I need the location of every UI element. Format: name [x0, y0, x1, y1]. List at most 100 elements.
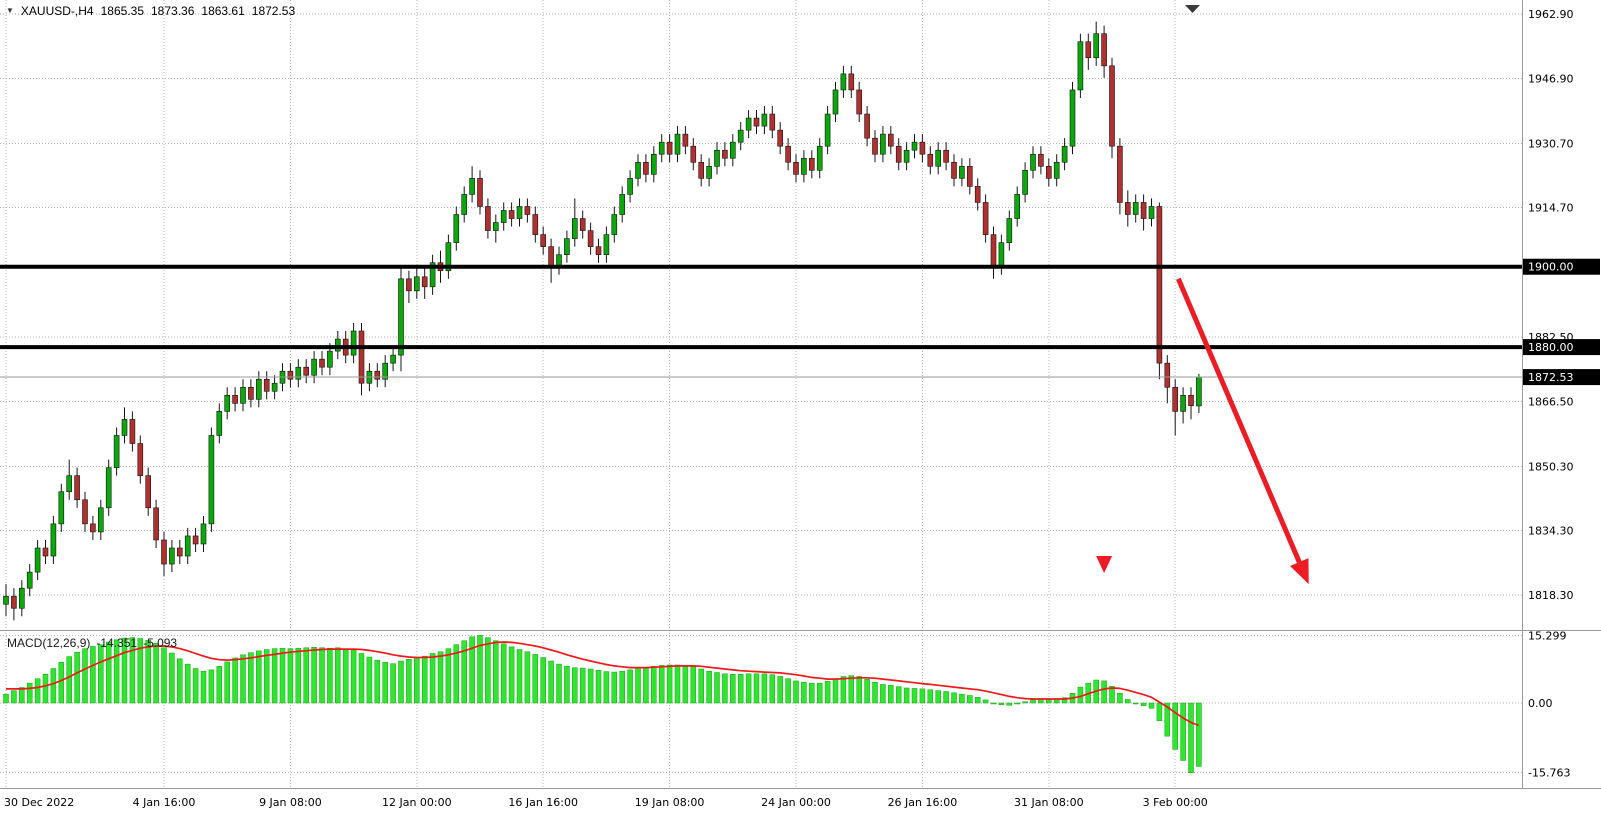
candle-body [943, 149, 949, 163]
chart-shift-marker-icon[interactable] [1185, 5, 1200, 13]
candle-body [1148, 206, 1155, 219]
macd-histogram-bar [1180, 702, 1186, 761]
price-tick-label: 1962.90 [1528, 8, 1574, 21]
candle-body [429, 262, 436, 288]
time-axis-label: 4 Jan 16:00 [133, 796, 196, 809]
candle-body [98, 507, 104, 533]
macd-histogram-bar [263, 649, 270, 704]
candle-body [1085, 41, 1092, 59]
macd-histogram-bar [824, 681, 831, 704]
macd-histogram-bar [888, 685, 894, 704]
price-axis[interactable] [1523, 0, 1601, 788]
macd-histogram-bar [50, 668, 57, 704]
candle-body [145, 475, 151, 509]
time-axis-label: 12 Jan 00:00 [382, 796, 452, 809]
macd-histogram-bar [745, 673, 752, 704]
macd-histogram-bar [785, 678, 791, 704]
candle-body [461, 194, 468, 215]
candle-body [334, 338, 341, 352]
candle-body [508, 210, 515, 219]
macd-histogram-bar [524, 651, 531, 704]
candle-body [611, 214, 618, 235]
macd-histogram-bar [248, 652, 254, 704]
macd-histogram-bar [279, 647, 286, 704]
candle-body [548, 246, 554, 268]
macd-histogram-bar [240, 654, 246, 704]
macd-histogram-bar [674, 664, 681, 704]
price-badge-label: 1872.53 [1528, 371, 1574, 384]
candle-body [469, 178, 475, 195]
candle-body [524, 206, 531, 215]
macd-histogram-bar [651, 666, 657, 704]
candle-body [808, 157, 815, 171]
macd-histogram-bar [848, 675, 855, 704]
macd-histogram-bar [1046, 699, 1052, 704]
macd-histogram-bar [192, 668, 199, 704]
macd-histogram-bar [358, 653, 365, 704]
macd-histogram-bar [34, 678, 41, 704]
macd-histogram-bar [1030, 699, 1036, 704]
candle-body [105, 467, 112, 509]
candle-body [643, 161, 649, 175]
candle-body [587, 230, 594, 247]
time-axis-label: 31 Jan 08:00 [1014, 796, 1084, 809]
candle-body [58, 491, 65, 525]
macd-histogram-bar [1132, 702, 1139, 705]
candle-body [737, 129, 744, 143]
price-tick-label: 1946.90 [1528, 72, 1574, 85]
candle-body [34, 547, 41, 573]
trend-arrow-line[interactable] [1176, 277, 1302, 564]
candle-body [872, 137, 878, 155]
candle-body [1117, 145, 1123, 203]
macd-histogram-bar [1125, 699, 1131, 704]
candle-body [3, 595, 9, 605]
macd-histogram-bar [350, 649, 357, 704]
price-badge-label: 1900.00 [1528, 261, 1574, 274]
macd-histogram-bar [927, 689, 934, 704]
candle-body [184, 535, 191, 557]
candle-body [295, 366, 302, 380]
candle-body [240, 386, 246, 404]
sell-signal-arrow-icon[interactable] [1096, 556, 1113, 574]
macd-histogram-bar [1196, 702, 1202, 767]
macd-histogram-bar [19, 687, 25, 704]
macd-histogram-bar [919, 688, 926, 704]
candle-body [722, 149, 728, 159]
time-axis-label: 3 Feb 00:00 [1143, 796, 1208, 809]
price-tick-label: 1818.30 [1528, 589, 1574, 602]
macd-histogram-bar [1164, 702, 1171, 737]
macd-tick-label: 15.299 [1528, 629, 1567, 642]
time-axis[interactable] [0, 789, 1601, 825]
candle-body [532, 214, 539, 235]
candle-body [824, 113, 831, 147]
macd-histogram-bar [500, 643, 507, 704]
macd-histogram-bar [761, 673, 768, 704]
macd-histogram-bar [872, 681, 878, 704]
candle-body [271, 382, 278, 392]
macd-histogram-bar [390, 663, 396, 704]
macd-histogram-bar [508, 646, 515, 704]
macd-histogram-bar [335, 647, 341, 704]
candle-body [1101, 33, 1107, 67]
macd-histogram-bar [801, 681, 807, 704]
macd-histogram-bar [1117, 693, 1123, 704]
macd-histogram-bar [398, 660, 404, 704]
candle-body [864, 113, 870, 139]
macd-histogram-bar [414, 657, 420, 704]
price-tick-label: 1850.30 [1528, 460, 1574, 473]
candle-body [1196, 376, 1202, 407]
macd-histogram-bar [121, 637, 128, 704]
candle-body [564, 238, 570, 255]
candle-body [113, 435, 120, 468]
macd-histogram-bar [951, 692, 957, 704]
candle-body [350, 330, 357, 356]
candle-body [26, 571, 33, 589]
macd-histogram-bar [26, 682, 33, 704]
candle-body [903, 149, 910, 163]
macd-tick-label: 0.00 [1528, 697, 1553, 710]
candle-body [1140, 202, 1147, 219]
candle-body [935, 149, 942, 167]
macd-histogram-bar [184, 663, 191, 704]
